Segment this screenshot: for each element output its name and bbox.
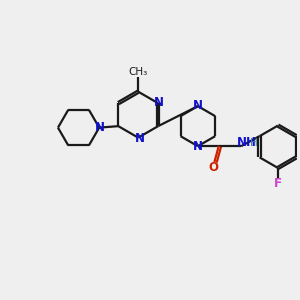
Text: N: N [95, 121, 105, 134]
Text: N: N [193, 140, 203, 153]
Text: N: N [193, 99, 203, 112]
Text: CH₃: CH₃ [129, 67, 148, 77]
Text: O: O [208, 161, 218, 174]
Text: N: N [154, 96, 164, 109]
Text: H: H [250, 138, 257, 148]
Text: F: F [274, 177, 282, 190]
Text: NH: NH [236, 136, 256, 149]
Text: N: N [134, 132, 144, 145]
